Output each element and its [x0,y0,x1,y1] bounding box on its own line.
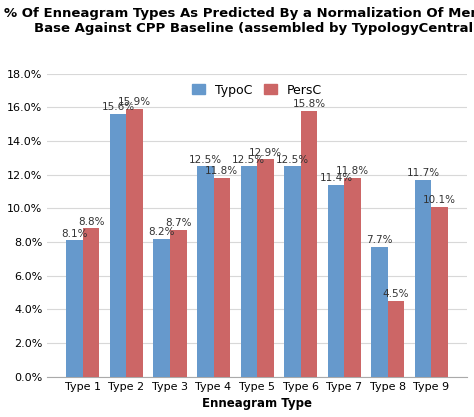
Text: 12.5%: 12.5% [189,155,222,165]
Bar [388,301,404,377]
Text: 7.7%: 7.7% [366,235,393,245]
Bar [415,180,431,377]
Text: 11.7%: 11.7% [407,168,440,178]
Bar [301,111,317,377]
Bar [328,185,344,377]
Text: 10.1%: 10.1% [423,195,456,205]
Bar [197,166,214,377]
Bar [110,114,127,377]
Bar [127,109,143,377]
X-axis label: Enneagram Type: Enneagram Type [202,397,312,410]
Text: 15.8%: 15.8% [292,99,326,109]
Bar [371,247,388,377]
Text: 11.8%: 11.8% [336,166,369,176]
Text: 11.8%: 11.8% [205,166,238,176]
Bar [170,230,187,377]
Text: 8.7%: 8.7% [165,219,191,229]
Text: 15.9%: 15.9% [118,97,151,107]
Text: 11.4%: 11.4% [319,173,353,183]
Text: 12.5%: 12.5% [232,155,265,165]
Bar [257,159,273,377]
Text: 8.2%: 8.2% [148,227,175,237]
Bar [66,240,83,377]
Legend: TypoC, PersC: TypoC, PersC [188,80,326,100]
Bar [214,178,230,377]
Text: 8.1%: 8.1% [61,229,88,239]
Bar [241,166,257,377]
Text: 4.5%: 4.5% [383,289,410,299]
Bar [284,166,301,377]
Bar [431,206,448,377]
Text: 12.9%: 12.9% [249,148,282,158]
Bar [344,178,361,377]
Text: 12.5%: 12.5% [276,155,309,165]
Title: % Of Enneagram Types As Predicted By a Normalization Of Member
Base Against CPP : % Of Enneagram Types As Predicted By a N… [4,7,474,35]
Bar [154,239,170,377]
Bar [83,229,100,377]
Text: 15.6%: 15.6% [101,102,135,112]
Text: 8.8%: 8.8% [78,217,104,227]
